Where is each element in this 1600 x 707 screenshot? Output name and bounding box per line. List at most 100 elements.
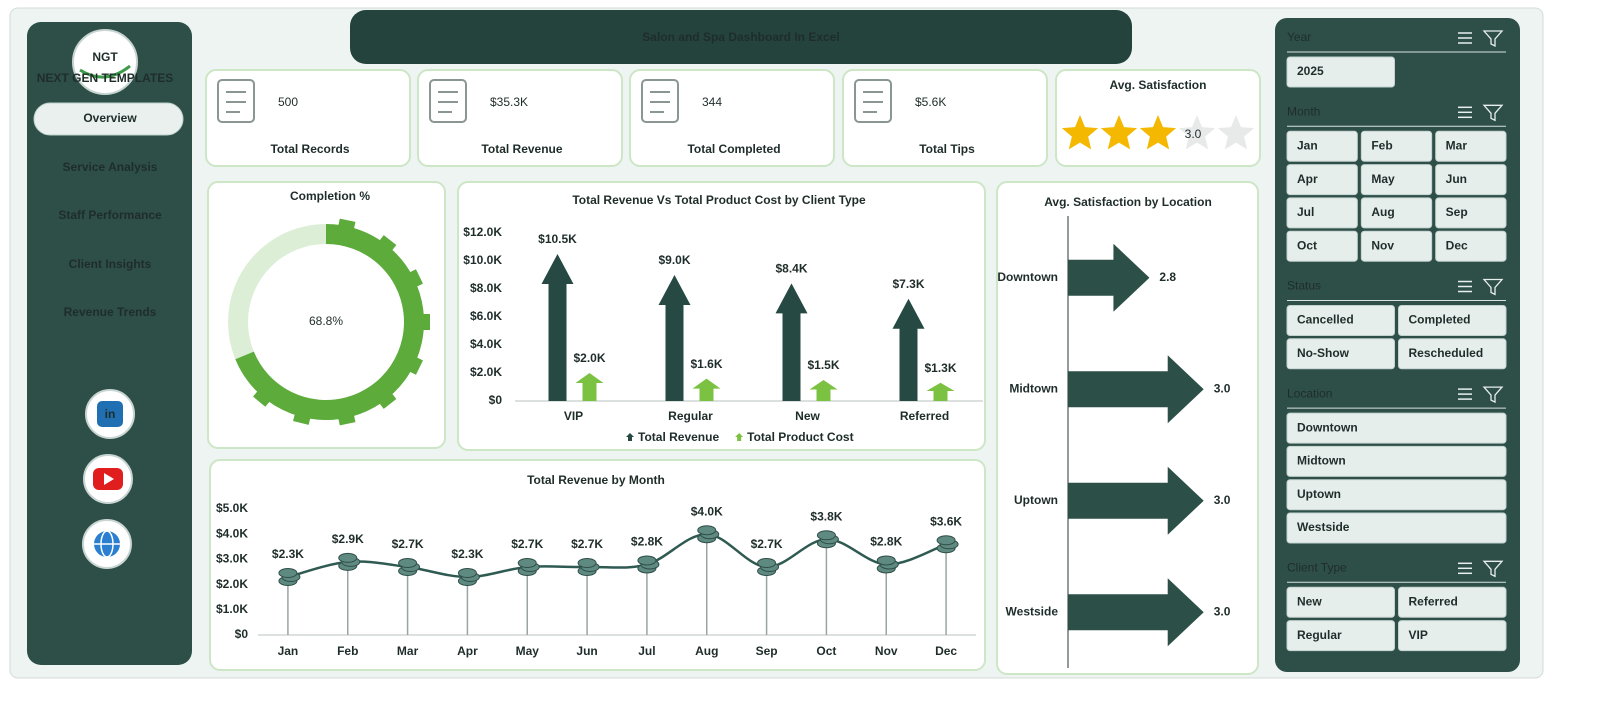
slicer-item[interactable]: Mar — [1446, 138, 1468, 152]
kpi-value: $35.3K — [490, 95, 528, 109]
value-label: $10.5K — [538, 232, 577, 246]
slicer-button[interactable] — [1286, 338, 1395, 370]
slicer-button[interactable] — [1360, 164, 1433, 196]
kpi-label: Total Records — [270, 142, 349, 156]
slicer-button[interactable] — [1398, 620, 1507, 652]
slicer-item[interactable]: 2025 — [1297, 64, 1324, 78]
nav-item[interactable]: Revenue Trends — [64, 305, 157, 319]
slicer-item[interactable]: Feb — [1371, 138, 1392, 152]
nav-active-pill[interactable] — [33, 102, 184, 136]
coin-marker — [517, 557, 540, 576]
slicer-item[interactable]: Apr — [1297, 172, 1318, 186]
slicer-button[interactable] — [1286, 412, 1507, 444]
slicer-item[interactable]: Rescheduled — [1409, 346, 1484, 360]
clear-filter-button[interactable] — [1482, 104, 1504, 122]
slicer-item[interactable]: Jan — [1297, 138, 1318, 152]
slicer-button[interactable] — [1286, 197, 1358, 229]
slicer-button[interactable] — [1435, 197, 1507, 229]
slicer-button[interactable] — [1286, 305, 1395, 336]
kpi-icon — [854, 79, 892, 123]
dashboard-title: Salon and Spa Dashboard In Excel — [642, 30, 839, 44]
slicer-button[interactable] — [1286, 130, 1358, 162]
hbar-arrow — [1068, 243, 1150, 312]
coin — [816, 530, 836, 541]
coin-marker — [398, 557, 421, 576]
multi-select-button[interactable] — [1458, 280, 1472, 293]
hbar-arrow — [1068, 578, 1204, 647]
kpi-label: Total Tips — [919, 142, 975, 156]
slicer-item[interactable]: VIP — [1409, 628, 1428, 642]
slicer-item[interactable]: Dec — [1446, 238, 1468, 252]
coin — [278, 568, 298, 579]
slicer-item[interactable]: Cancelled — [1297, 313, 1354, 327]
coin-marker — [637, 555, 660, 574]
donut-tooth — [376, 235, 397, 255]
clear-filter-button[interactable] — [1482, 278, 1504, 296]
slicer-button[interactable] — [1286, 164, 1358, 196]
nav-item[interactable]: Staff Performance — [58, 208, 162, 222]
slicer-button[interactable] — [1286, 56, 1395, 88]
kpi-card — [629, 69, 835, 167]
slicer-item[interactable]: New — [1297, 594, 1322, 608]
star-filled — [1100, 115, 1138, 150]
logo — [72, 29, 138, 95]
multi-select-button[interactable] — [1458, 106, 1472, 119]
multi-select-button[interactable] — [1458, 562, 1472, 575]
slicer-button[interactable] — [1286, 512, 1507, 544]
clear-filter-button[interactable] — [1482, 560, 1504, 578]
slicer-button[interactable] — [1398, 305, 1507, 336]
x-tick-label: Jul — [638, 644, 655, 658]
slicer-button[interactable] — [1286, 230, 1358, 262]
slicer-button[interactable] — [1286, 479, 1507, 511]
slicer-button[interactable] — [1360, 130, 1433, 162]
x-tick-label: Apr — [457, 644, 478, 658]
coin — [697, 525, 717, 536]
coin-marker — [816, 530, 839, 549]
slicer-item[interactable]: Downtown — [1297, 420, 1358, 434]
slicer-title: Month — [1287, 104, 1320, 118]
slicer-item[interactable]: Aug — [1371, 205, 1394, 219]
slicer-item[interactable]: Westside — [1297, 520, 1350, 534]
slicer-item[interactable]: May — [1371, 172, 1395, 186]
slicer-item[interactable]: Referred — [1409, 594, 1458, 608]
slicer-item[interactable]: Jul — [1297, 205, 1314, 219]
slicer-button[interactable] — [1398, 338, 1507, 370]
nav-item[interactable]: Overview — [83, 111, 137, 125]
y-tick-label: $0 — [235, 627, 249, 641]
slicer-item[interactable]: Nov — [1371, 238, 1394, 252]
kpi-icon — [641, 79, 679, 123]
slicer-item[interactable]: Jun — [1446, 172, 1467, 186]
slicer-item[interactable]: Uptown — [1297, 487, 1341, 501]
slicer-button[interactable] — [1398, 586, 1507, 618]
slicer-item[interactable]: Regular — [1297, 628, 1342, 642]
slicer-button[interactable] — [1286, 586, 1395, 618]
coin — [936, 535, 956, 546]
slicer-item[interactable]: Sep — [1446, 205, 1468, 219]
slicer-item[interactable]: No-Show — [1297, 346, 1350, 360]
slicer-item[interactable]: Oct — [1297, 238, 1317, 252]
clear-filter-button[interactable] — [1482, 30, 1504, 48]
value-label: $2.7K — [511, 537, 543, 551]
slicer-button[interactable] — [1435, 164, 1507, 196]
hbar-arrow — [1068, 466, 1204, 535]
slicer-item[interactable]: Completed — [1409, 313, 1471, 327]
kpi-value: $5.6K — [915, 95, 946, 109]
slicer-button[interactable] — [1435, 230, 1507, 262]
star-filled — [1061, 115, 1099, 150]
slicer-button[interactable] — [1286, 445, 1507, 477]
x-tick-label: Regular — [668, 409, 713, 423]
bar-arrow — [926, 382, 955, 401]
slicer-button[interactable] — [1360, 230, 1433, 262]
y-tick-label: $1.0K — [216, 602, 248, 616]
multi-select-button[interactable] — [1458, 388, 1472, 400]
clear-filter-button[interactable] — [1482, 386, 1504, 404]
rating-value: 3.0 — [1185, 127, 1202, 141]
multi-select-button[interactable] — [1458, 32, 1472, 44]
slicer-item[interactable]: Midtown — [1297, 454, 1346, 468]
nav-item[interactable]: Service Analysis — [63, 160, 158, 174]
slicer-button[interactable] — [1286, 620, 1395, 652]
nav-item[interactable]: Client Insights — [69, 257, 152, 271]
slicer-button[interactable] — [1360, 197, 1433, 229]
y-tick-label: Uptown — [1014, 493, 1058, 507]
slicer-button[interactable] — [1435, 130, 1507, 162]
